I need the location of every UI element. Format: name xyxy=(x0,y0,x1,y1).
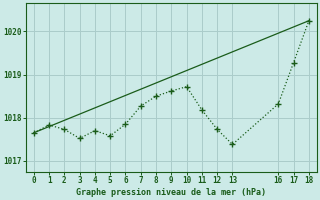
X-axis label: Graphe pression niveau de la mer (hPa): Graphe pression niveau de la mer (hPa) xyxy=(76,188,266,197)
